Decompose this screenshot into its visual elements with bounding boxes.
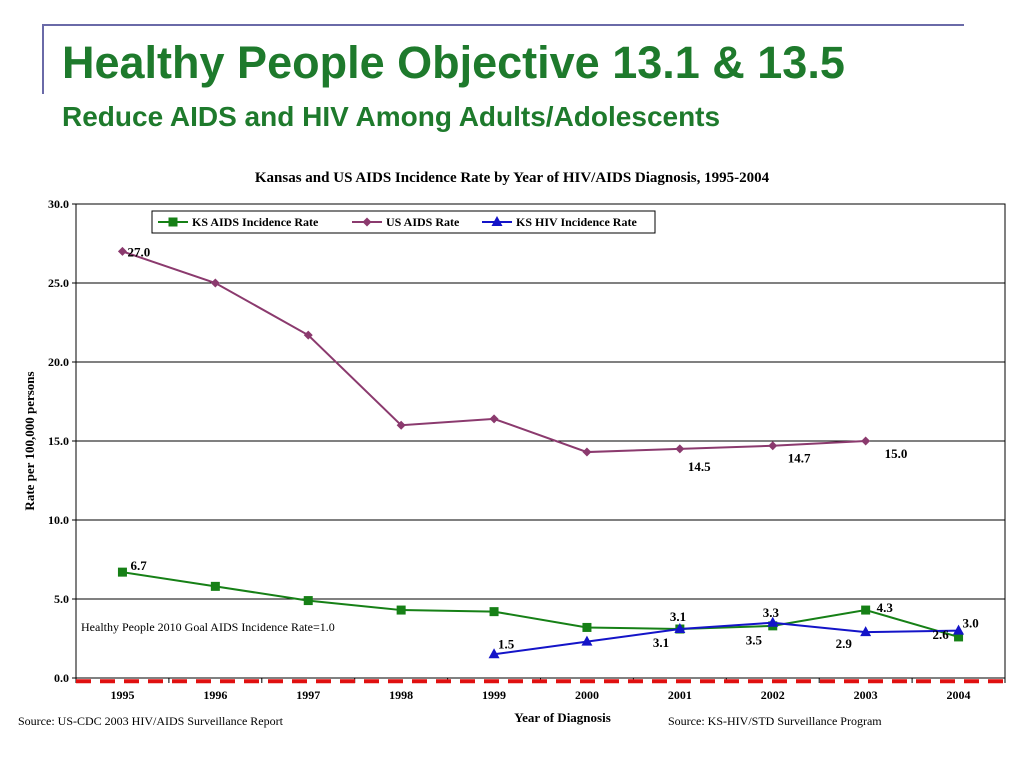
data-label: 3.0 xyxy=(963,616,979,631)
series-3-point xyxy=(581,635,593,646)
x-tick-label: 2004 xyxy=(947,688,971,702)
series-1-point xyxy=(954,632,964,642)
y-tick-label: 20.0 xyxy=(48,355,69,369)
x-tick-label: 1995 xyxy=(110,688,134,702)
series-2-point xyxy=(303,330,313,340)
data-label: 2.6 xyxy=(933,627,950,642)
x-axis-title: Year of Diagnosis xyxy=(514,710,611,725)
data-label: 2.9 xyxy=(836,636,853,651)
series-1-point xyxy=(303,596,313,606)
slide-title: Healthy People Objective 13.1 & 13.5 xyxy=(62,37,845,88)
x-tick-label: 2000 xyxy=(575,688,599,702)
x-tick-label: 1999 xyxy=(482,688,506,702)
series-2-point xyxy=(768,441,778,451)
x-tick-label: 1997 xyxy=(296,688,320,702)
y-tick-label: 30.0 xyxy=(48,197,69,211)
legend xyxy=(151,210,656,234)
slide-subtitle: Reduce AIDS and HIV Among Adults/Adolesc… xyxy=(62,101,721,132)
data-label: 3.1 xyxy=(653,635,669,650)
data-label: 3.1 xyxy=(670,609,686,624)
legend-marker xyxy=(362,217,372,227)
series-2-point xyxy=(117,246,127,256)
data-label: 3.5 xyxy=(746,633,763,648)
legend-label: KS HIV Incidence Rate xyxy=(516,215,637,229)
series-2-point xyxy=(582,447,592,457)
y-tick-label: 5.0 xyxy=(54,592,69,606)
series-3-point xyxy=(488,648,500,659)
data-label: 14.5 xyxy=(688,459,711,474)
source-right: Source: KS-HIV/STD Surveillance Program xyxy=(668,714,882,728)
series-3-point xyxy=(767,616,779,627)
legend-marker xyxy=(168,217,178,227)
series-2-point xyxy=(861,436,871,446)
legend-label: US AIDS Rate xyxy=(386,215,460,229)
data-label: 27.0 xyxy=(127,244,150,259)
series-3-point xyxy=(953,624,965,635)
series-2-point xyxy=(675,444,685,454)
data-label: 3.3 xyxy=(763,605,780,620)
series-1-point xyxy=(861,605,871,615)
title-frame xyxy=(42,24,966,94)
series-line-3 xyxy=(493,621,959,656)
series-1-point xyxy=(489,607,499,617)
legend-marker xyxy=(491,216,503,226)
y-tick-label: 0.0 xyxy=(54,671,69,685)
series-1-point xyxy=(582,622,592,632)
series-line-1 xyxy=(122,571,959,638)
chart-title: Kansas and US AIDS Incidence Rate by Yea… xyxy=(254,170,770,186)
data-label: 4.3 xyxy=(877,600,894,615)
data-label: 6.7 xyxy=(130,558,147,573)
y-tick-label: 10.0 xyxy=(48,513,69,527)
series-3-point xyxy=(860,626,872,637)
series-1-point xyxy=(210,581,220,591)
y-axis-title: Rate per 100,000 persons xyxy=(22,371,37,510)
series-2-point xyxy=(210,278,220,288)
goal-label: Healthy People 2010 Goal AIDS Incidence … xyxy=(81,620,335,634)
data-label: 14.7 xyxy=(788,451,811,466)
series-1-point xyxy=(117,567,127,577)
x-tick-label: 1996 xyxy=(203,688,227,702)
series-2-point xyxy=(396,420,406,430)
x-tick-label: 2001 xyxy=(668,688,692,702)
x-tick-label: 1998 xyxy=(389,688,413,702)
title-rule xyxy=(42,24,964,26)
data-label: 15.0 xyxy=(885,446,908,461)
series-1-point xyxy=(396,605,406,615)
y-tick-label: 25.0 xyxy=(48,276,69,290)
series-3-point xyxy=(674,623,686,634)
x-tick-label: 2002 xyxy=(761,688,785,702)
data-label: 1.5 xyxy=(498,636,515,651)
source-left: Source: US-CDC 2003 HIV/AIDS Surveillanc… xyxy=(18,714,283,728)
y-tick-label: 15.0 xyxy=(48,434,69,448)
series-2-point xyxy=(489,414,499,424)
legend-label: KS AIDS Incidence Rate xyxy=(192,215,319,229)
x-tick-label: 2003 xyxy=(854,688,878,702)
